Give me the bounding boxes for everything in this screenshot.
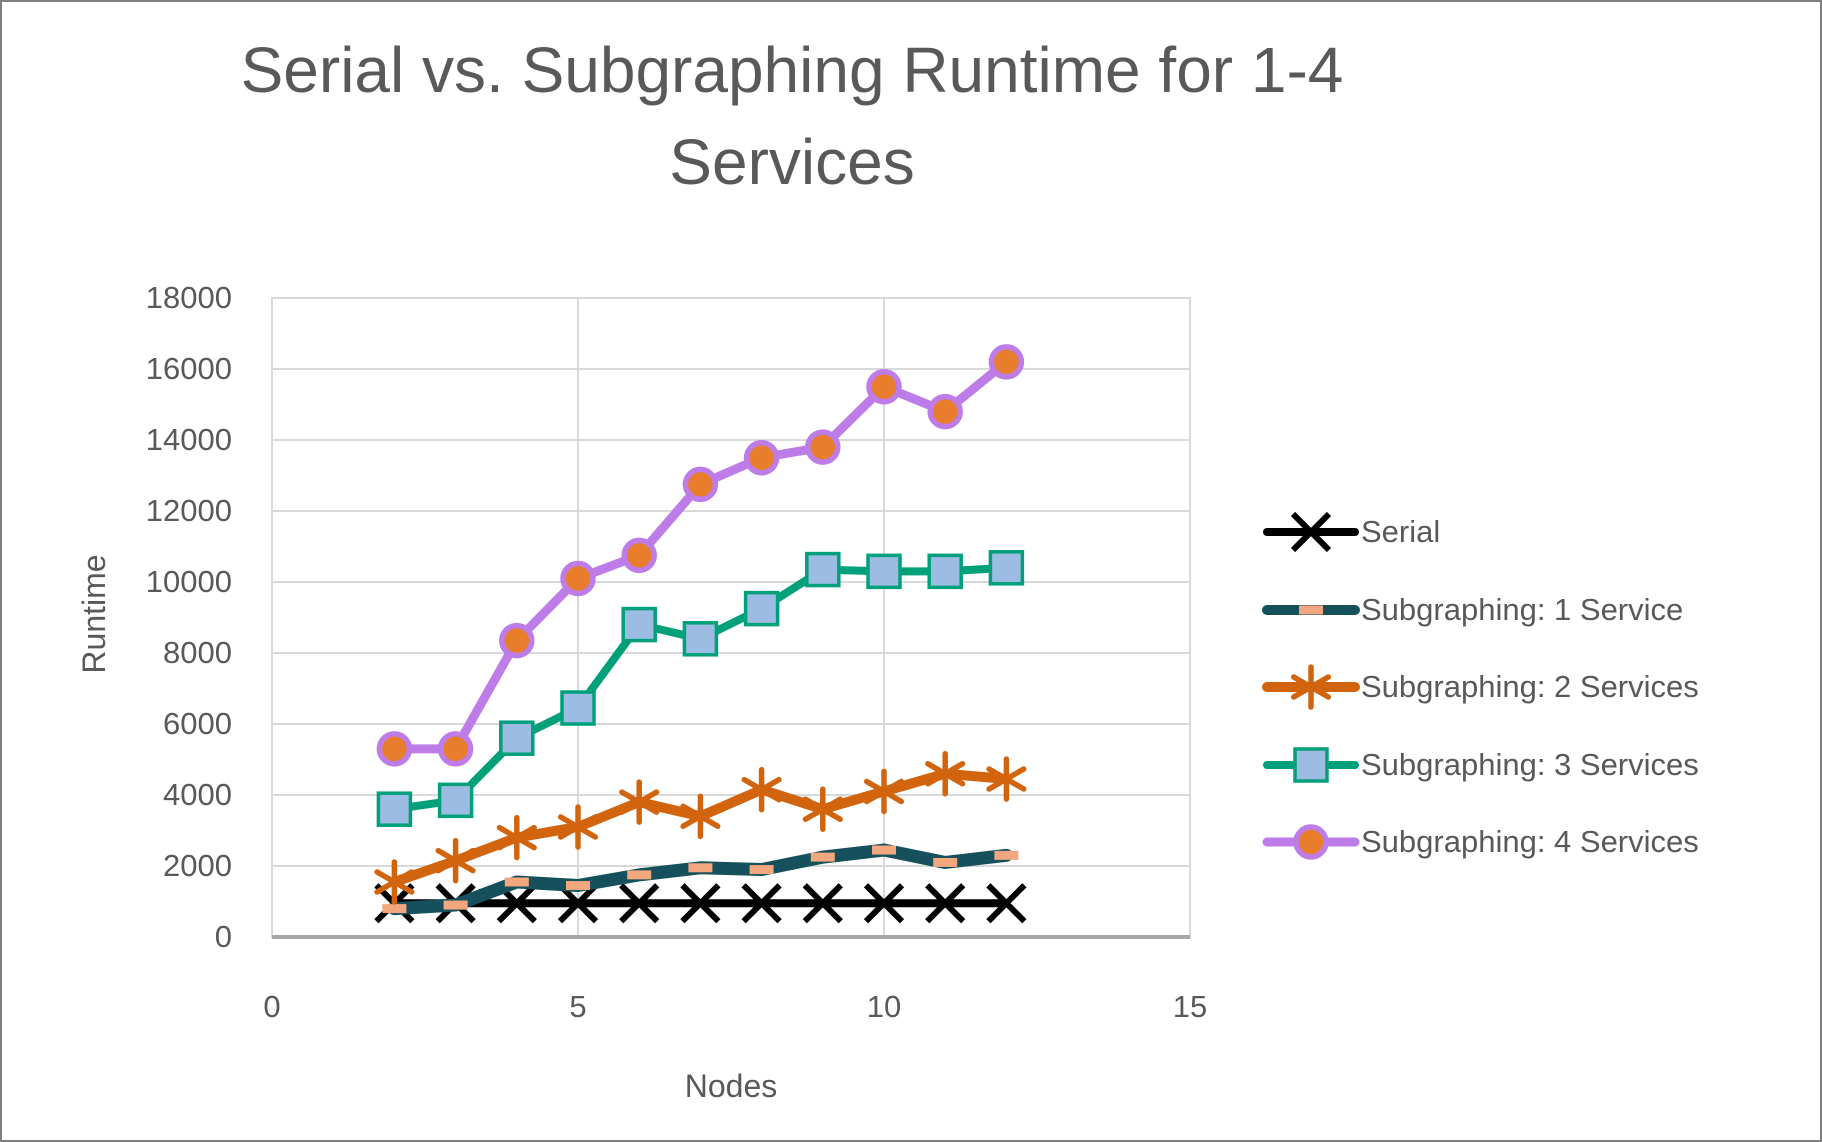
circle-marker-icon [499,622,535,659]
x-marker-icon [619,883,660,924]
asterisk-marker-icon [741,766,782,813]
asterisk-marker-icon [374,859,415,905]
legend-swatch [1262,824,1360,860]
circle-marker-icon [805,429,841,465]
legend-label: Subgraphing: 4 Services [1361,824,1699,859]
square-marker-icon [682,621,719,657]
circle-marker-icon [682,466,719,503]
circle-marker-icon [927,393,963,430]
legend-item: Subgraphing: 3 Services [1263,746,1699,784]
circle-marker-icon [621,537,657,574]
y-axis-title: Runtime [76,554,112,674]
x-marker-icon [741,883,782,924]
x-tick-label: 5 [569,989,587,1024]
legend-item: Subgraphing: 4 Services [1262,823,1699,861]
x-tick-label: 10 [866,989,902,1024]
plot-border [271,297,1191,938]
x-marker-icon [1290,511,1332,553]
square-marker-icon [499,720,535,756]
dash-marker-icon [688,863,713,873]
dash-marker-icon [504,877,529,887]
legend-item: Subgraphing: 2 Services [1262,664,1699,710]
x-tick-label: 0 [263,989,281,1024]
series-line [389,357,1011,754]
legend-label: Serial [1361,514,1441,549]
square-marker-icon [621,606,657,643]
y-tick-label: 2000 [163,848,232,883]
square-marker-icon [376,791,413,827]
circle-marker-icon [560,560,596,597]
circle-marker-icon [437,731,474,767]
square-marker-icon [866,553,902,590]
x-tick-label: 15 [1172,989,1208,1024]
y-tick-label: 8000 [163,635,232,670]
circle-marker-icon [376,731,413,767]
x-axis-title: Nodes [684,1068,778,1104]
square-marker-icon [560,690,596,726]
legend-item: Subgraphing: 1 Service [1262,591,1684,629]
dash-marker-icon [1299,605,1323,614]
series-subgraphing-4-services [376,344,1025,767]
square-marker-icon [805,551,841,588]
y-tick-label: 12000 [145,493,232,528]
dash-marker-icon [810,852,835,862]
dash-marker-icon [749,865,774,875]
square-marker-icon [743,590,780,627]
legend-swatch [1263,511,1359,553]
circle-marker-icon [1293,824,1329,860]
dash-marker-icon [566,881,590,891]
asterisk-marker-icon [435,837,476,884]
asterisk-marker-icon [1290,664,1332,710]
legend-swatch [1262,664,1360,710]
asterisk-marker-icon [557,804,599,850]
dash-marker-icon [443,900,468,910]
x-marker-icon [986,883,1027,924]
x-marker-icon [863,883,905,924]
y-tick-label: 14000 [145,422,232,457]
circle-marker-icon [866,369,902,405]
y-tick-label: 16000 [145,351,232,386]
series-subgraphing-1-service [382,843,1019,916]
asterisk-marker-icon [986,756,1027,802]
square-marker-icon [988,550,1025,586]
square-marker-icon [927,553,963,590]
y-tick-label: 6000 [163,706,232,741]
asterisk-marker-icon [496,814,537,861]
x-marker-icon [802,883,843,924]
legend-label: Subgraphing: 1 Service [1361,591,1684,627]
y-tick-label: 18000 [145,280,232,315]
legend-item: Serial [1263,511,1441,553]
legend-label: Subgraphing: 3 Services [1361,746,1699,782]
series-subgraphing-2-services [374,750,1027,905]
asterisk-marker-icon [619,779,660,825]
legend-label: Subgraphing: 2 Services [1361,669,1699,704]
square-marker-icon [437,782,474,819]
legend-swatch [1262,604,1360,615]
chart-title: Serial vs. Subgraphing Runtime for 1-4 S… [240,34,1344,198]
dash-marker-icon [933,857,958,867]
asterisk-marker-icon [863,768,905,815]
asterisk-marker-icon [680,793,721,840]
plot-area [271,297,1191,939]
series-subgraphing-3-services [376,550,1025,827]
x-marker-icon [925,883,966,924]
asterisk-marker-icon [925,750,966,797]
square-marker-icon [1293,746,1329,783]
dash-marker-icon [994,850,1019,860]
circle-marker-icon [988,344,1025,380]
y-tick-label: 0 [214,919,232,954]
x-marker-icon [680,883,721,924]
y-tick-label: 10000 [145,564,232,599]
dash-marker-icon [872,845,896,855]
circle-marker-icon [743,440,780,476]
asterisk-marker-icon [802,786,843,832]
legend-swatch [1263,746,1359,783]
dash-marker-icon [382,904,407,914]
dash-marker-icon [627,870,652,880]
y-tick-label: 4000 [163,777,232,812]
